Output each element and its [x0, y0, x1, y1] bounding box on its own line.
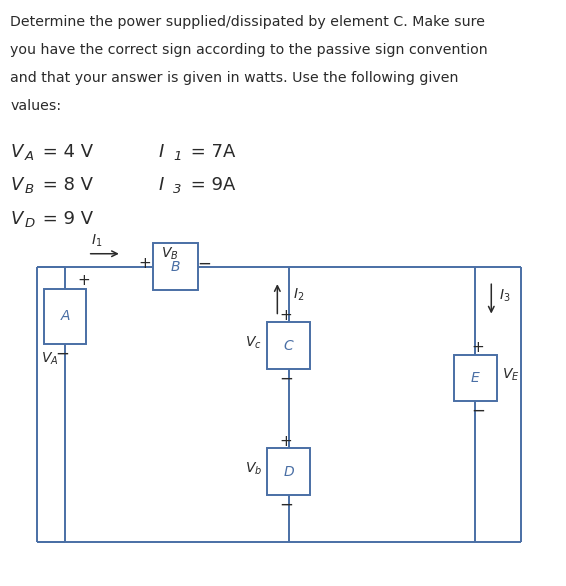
Text: = 7A: = 7A	[185, 143, 235, 161]
Bar	[454, 355, 497, 401]
Text: +: +	[280, 434, 292, 449]
Text: V: V	[10, 143, 23, 161]
Text: and that your answer is given in watts. Use the following given: and that your answer is given in watts. …	[10, 71, 458, 85]
Text: B: B	[171, 260, 180, 274]
Text: A: A	[61, 309, 70, 323]
Text: +: +	[280, 308, 292, 323]
Text: −: −	[471, 402, 484, 420]
Text: = 9A: = 9A	[185, 176, 235, 195]
Text: = 8 V: = 8 V	[37, 176, 93, 195]
Bar	[44, 288, 87, 344]
Text: 1: 1	[173, 150, 182, 163]
Text: +: +	[139, 256, 151, 271]
Text: = 4 V: = 4 V	[37, 143, 93, 161]
Text: B: B	[25, 183, 34, 196]
Text: V: V	[10, 210, 23, 228]
Text: $V_b$: $V_b$	[245, 461, 262, 477]
Text: I: I	[158, 176, 164, 195]
Text: values:: values:	[10, 99, 61, 113]
Text: +: +	[77, 274, 90, 288]
Text: D: D	[284, 465, 294, 479]
Text: $I_2$: $I_2$	[293, 287, 305, 303]
Text: $I_3$: $I_3$	[499, 288, 511, 304]
Text: E: E	[471, 371, 480, 385]
Text: you have the correct sign according to the passive sign convention: you have the correct sign according to t…	[10, 43, 488, 57]
Text: A: A	[25, 150, 34, 163]
Text: C: C	[284, 339, 294, 353]
Text: 3: 3	[173, 183, 182, 196]
Text: $V_E$: $V_E$	[503, 367, 520, 383]
Text: −: −	[279, 370, 293, 387]
Bar	[267, 448, 310, 495]
Text: Determine the power supplied/dissipated by element C. Make sure: Determine the power supplied/dissipated …	[10, 15, 485, 29]
Text: −: −	[55, 345, 69, 363]
Bar	[153, 243, 198, 290]
Text: $V_A$: $V_A$	[41, 351, 58, 367]
Text: I: I	[158, 143, 164, 161]
Text: −: −	[197, 255, 211, 272]
Text: V: V	[10, 176, 23, 195]
Text: $I_1$: $I_1$	[91, 233, 102, 249]
Text: $V_c$: $V_c$	[245, 335, 262, 351]
Text: −: −	[279, 496, 293, 513]
Text: D: D	[25, 217, 35, 230]
Bar	[267, 322, 310, 369]
Text: +: +	[471, 340, 484, 355]
Text: $V_B$: $V_B$	[161, 246, 179, 262]
Text: = 9 V: = 9 V	[37, 210, 93, 228]
